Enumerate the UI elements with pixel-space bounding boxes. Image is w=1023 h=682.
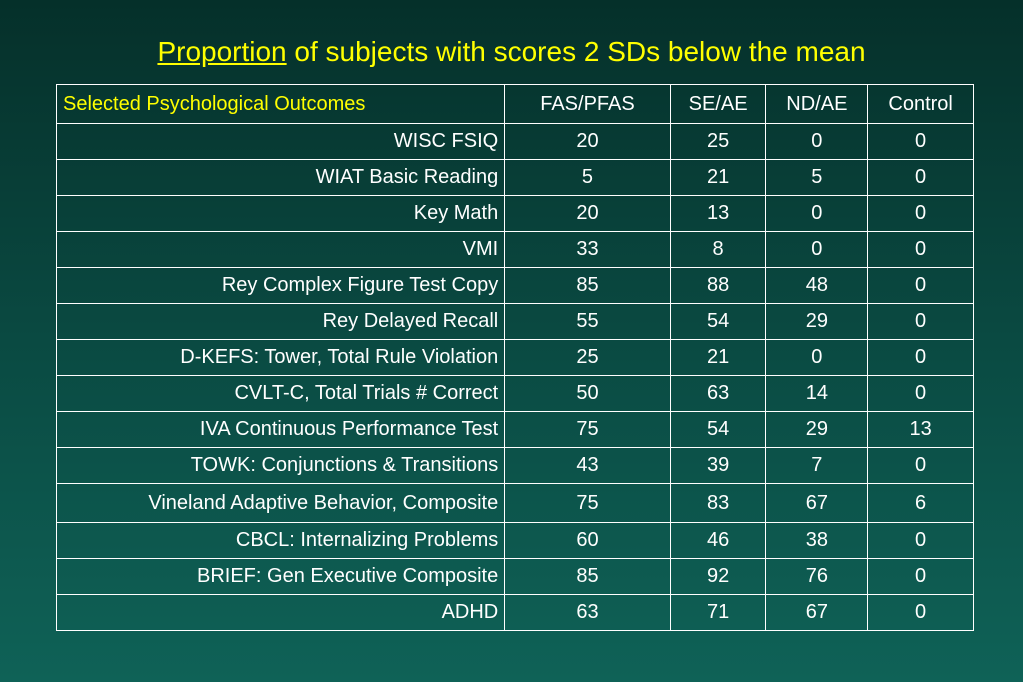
table-row: TOWK: Conjunctions & Transitions 43 39 7… [55, 447, 974, 484]
table-row: BRIEF: Gen Executive Composite 85 92 76 … [55, 558, 974, 595]
cell-se-ae: 13 [669, 195, 767, 232]
cell-se-ae: 46 [669, 522, 767, 559]
table-row: Key Math 20 13 0 0 [55, 195, 974, 232]
table-header-row: Selected Psychological Outcomes FAS/PFAS… [55, 84, 974, 124]
row-label: WIAT Basic Reading [55, 159, 506, 196]
row-label: WISC FSIQ [55, 123, 506, 160]
row-label: Rey Delayed Recall [55, 303, 506, 340]
cell-control: 6 [867, 483, 974, 523]
cell-nd-ae: 67 [765, 594, 869, 631]
cell-se-ae: 21 [669, 339, 767, 376]
cell-se-ae: 21 [669, 159, 767, 196]
cell-nd-ae: 7 [765, 447, 869, 484]
row-label: D-KEFS: Tower, Total Rule Violation [55, 339, 506, 376]
cell-control: 13 [867, 411, 974, 448]
table-row: WISC FSIQ 20 25 0 0 [55, 123, 974, 160]
cell-fas-pfas: 50 [504, 375, 671, 412]
cell-control: 0 [867, 267, 974, 304]
row-label: IVA Continuous Performance Test [55, 411, 506, 448]
table-row: ADHD 63 71 67 0 [55, 594, 974, 631]
cell-nd-ae: 0 [765, 195, 869, 232]
cell-fas-pfas: 63 [504, 594, 671, 631]
table-row: Rey Complex Figure Test Copy 85 88 48 0 [55, 267, 974, 304]
cell-nd-ae: 29 [765, 411, 869, 448]
cell-nd-ae: 38 [765, 522, 869, 559]
table-row: Vineland Adaptive Behavior, Composite 75… [55, 483, 974, 523]
cell-control: 0 [867, 195, 974, 232]
table-row: D-KEFS: Tower, Total Rule Violation 25 2… [55, 339, 974, 376]
column-header-se-ae: SE/AE [669, 84, 767, 124]
cell-fas-pfas: 75 [504, 411, 671, 448]
cell-nd-ae: 5 [765, 159, 869, 196]
cell-fas-pfas: 20 [504, 195, 671, 232]
column-header-control: Control [867, 84, 974, 124]
table-row: CBCL: Internalizing Problems 60 46 38 0 [55, 522, 974, 559]
cell-control: 0 [867, 375, 974, 412]
slide-title: Proportion of subjects with scores 2 SDs… [0, 36, 1023, 68]
outcomes-table: Selected Psychological Outcomes FAS/PFAS… [55, 84, 974, 631]
cell-fas-pfas: 85 [504, 558, 671, 595]
cell-nd-ae: 76 [765, 558, 869, 595]
table-row: WIAT Basic Reading 5 21 5 0 [55, 159, 974, 196]
cell-nd-ae: 0 [765, 231, 869, 268]
column-header-fas-pfas: FAS/PFAS [504, 84, 671, 124]
column-header-nd-ae: ND/AE [765, 84, 869, 124]
row-label: Key Math [55, 195, 506, 232]
slide-title-underlined: Proportion [157, 36, 287, 67]
cell-fas-pfas: 5 [504, 159, 671, 196]
cell-control: 0 [867, 594, 974, 631]
cell-se-ae: 83 [669, 483, 767, 523]
cell-nd-ae: 48 [765, 267, 869, 304]
table-row: CVLT-C, Total Trials # Correct 50 63 14 … [55, 375, 974, 412]
slide-title-rest: of subjects with scores 2 SDs below the … [286, 36, 866, 67]
cell-se-ae: 8 [669, 231, 767, 268]
row-label: Rey Complex Figure Test Copy [55, 267, 506, 304]
cell-se-ae: 25 [669, 123, 767, 160]
cell-se-ae: 92 [669, 558, 767, 595]
cell-control: 0 [867, 231, 974, 268]
cell-fas-pfas: 55 [504, 303, 671, 340]
cell-control: 0 [867, 558, 974, 595]
cell-fas-pfas: 43 [504, 447, 671, 484]
cell-se-ae: 39 [669, 447, 767, 484]
cell-se-ae: 71 [669, 594, 767, 631]
cell-control: 0 [867, 303, 974, 340]
cell-control: 0 [867, 522, 974, 559]
row-label: VMI [55, 231, 506, 268]
cell-control: 0 [867, 339, 974, 376]
cell-fas-pfas: 60 [504, 522, 671, 559]
cell-fas-pfas: 20 [504, 123, 671, 160]
cell-control: 0 [867, 123, 974, 160]
cell-fas-pfas: 25 [504, 339, 671, 376]
cell-se-ae: 63 [669, 375, 767, 412]
cell-nd-ae: 14 [765, 375, 869, 412]
row-label: ADHD [55, 594, 506, 631]
table-row: VMI 33 8 0 0 [55, 231, 974, 268]
row-label: TOWK: Conjunctions & Transitions [55, 447, 506, 484]
cell-se-ae: 54 [669, 303, 767, 340]
cell-fas-pfas: 75 [504, 483, 671, 523]
corner-header: Selected Psychological Outcomes [55, 84, 506, 124]
table-row: IVA Continuous Performance Test 75 54 29… [55, 411, 974, 448]
cell-nd-ae: 29 [765, 303, 869, 340]
cell-nd-ae: 0 [765, 339, 869, 376]
cell-control: 0 [867, 447, 974, 484]
cell-se-ae: 88 [669, 267, 767, 304]
row-label: CVLT-C, Total Trials # Correct [55, 375, 506, 412]
table-row: Rey Delayed Recall 55 54 29 0 [55, 303, 974, 340]
cell-fas-pfas: 85 [504, 267, 671, 304]
cell-control: 0 [867, 159, 974, 196]
row-label: Vineland Adaptive Behavior, Composite [55, 483, 506, 523]
cell-nd-ae: 0 [765, 123, 869, 160]
cell-se-ae: 54 [669, 411, 767, 448]
row-label: BRIEF: Gen Executive Composite [55, 558, 506, 595]
row-label: CBCL: Internalizing Problems [55, 522, 506, 559]
cell-fas-pfas: 33 [504, 231, 671, 268]
cell-nd-ae: 67 [765, 483, 869, 523]
